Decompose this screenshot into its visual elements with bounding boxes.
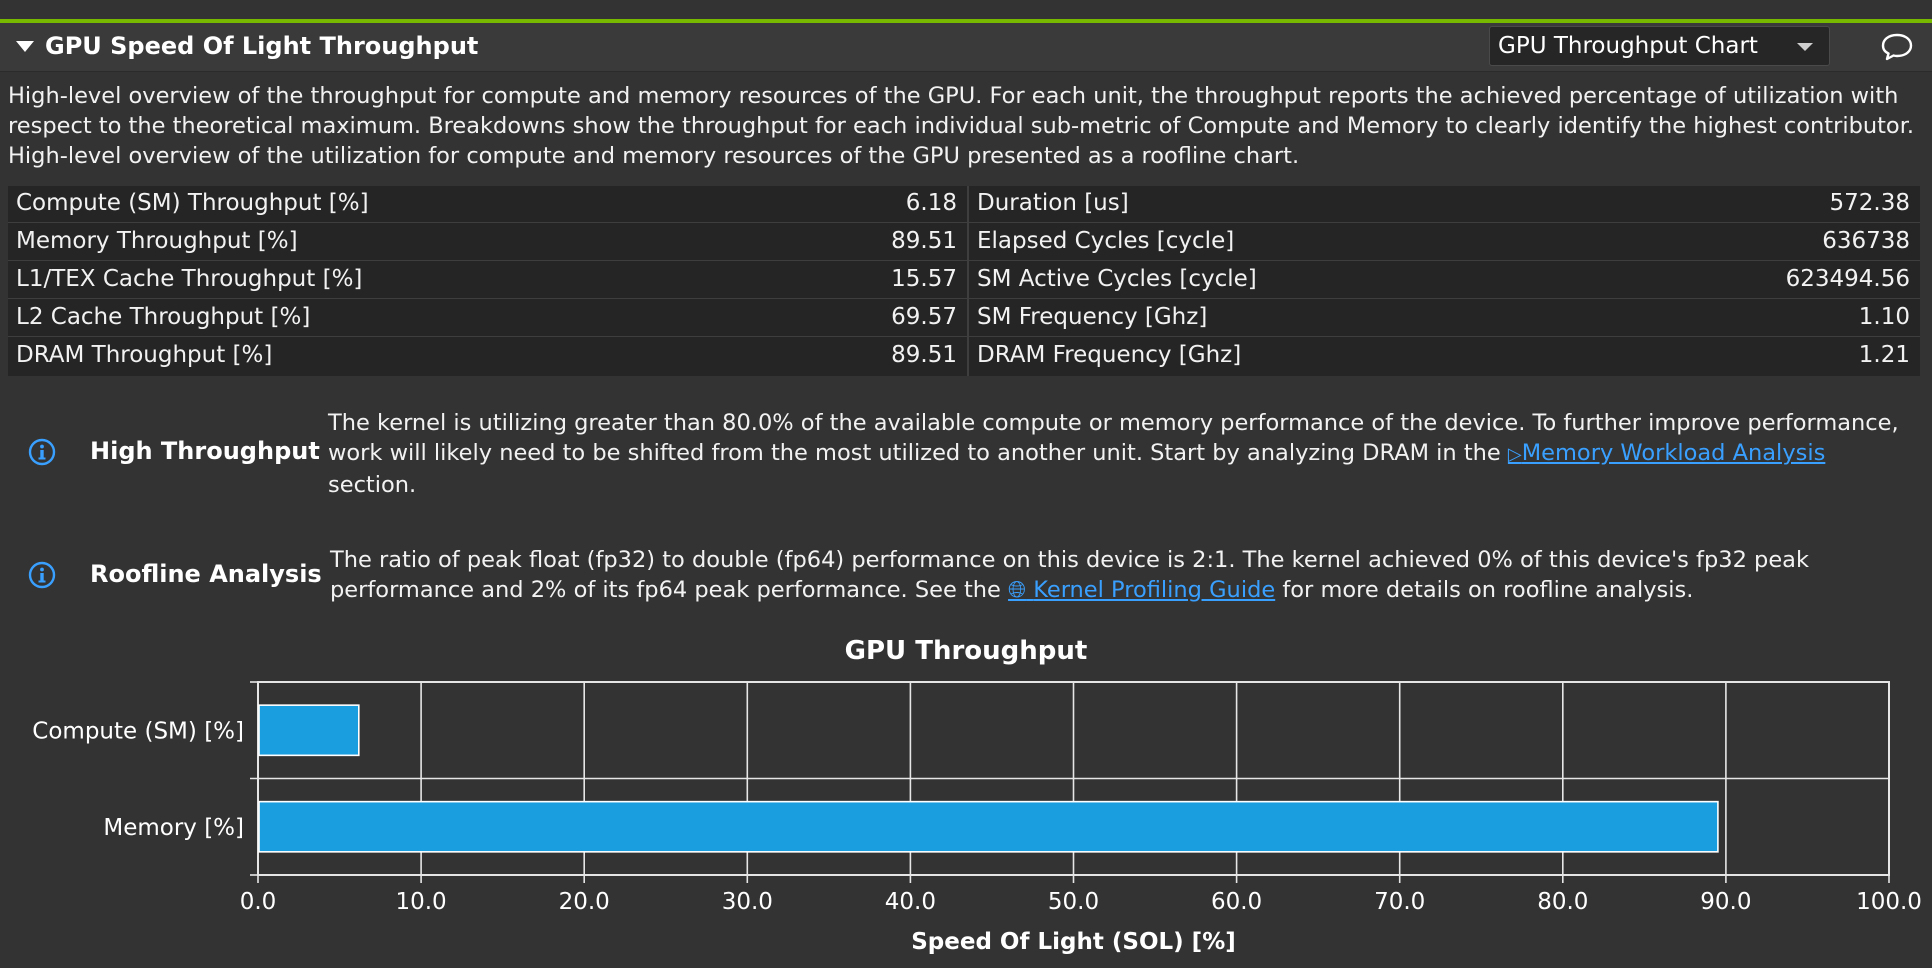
- info-icon: [28, 438, 56, 466]
- rule-body-high-throughput: The kernel is utilizing greater than 80.…: [328, 408, 1912, 500]
- info-icon: [28, 561, 56, 589]
- metric-row: Elapsed Cycles [cycle] 636738: [969, 224, 1920, 261]
- metrics-table: Compute (SM) Throughput [%] 6.18 Memory …: [8, 186, 1920, 376]
- rule-title-roofline-analysis: Roofline Analysis: [90, 560, 322, 588]
- metric-value: 1.21: [1858, 342, 1910, 368]
- metric-row: Duration [us] 572.38: [969, 186, 1920, 223]
- x-tick-label: 70.0: [1374, 889, 1425, 915]
- globe-icon: 🌐︎: [1008, 577, 1027, 603]
- x-tick-label: 50.0: [1048, 889, 1099, 915]
- section-description: High-level overview of the throughput fo…: [8, 83, 1915, 169]
- bar: [258, 800, 1719, 853]
- metric-row: SM Active Cycles [cycle] 623494.56: [969, 262, 1920, 299]
- collapse-triangle-icon[interactable]: [16, 41, 34, 52]
- metric-value: 623494.56: [1785, 266, 1910, 292]
- rule-title-high-throughput: High Throughput: [90, 437, 320, 465]
- metric-row: DRAM Frequency [Ghz] 1.21: [969, 338, 1920, 375]
- metric-value: 89.51: [891, 342, 957, 368]
- x-tick-label: 40.0: [885, 889, 936, 915]
- column-divider: [967, 186, 969, 376]
- metric-row: Compute (SM) Throughput [%] 6.18: [8, 186, 967, 223]
- metric-row: L1/TEX Cache Throughput [%] 15.57: [8, 262, 967, 299]
- x-tick-label: 60.0: [1211, 889, 1262, 915]
- x-tick-label: 30.0: [722, 889, 773, 915]
- metric-value: 636738: [1822, 228, 1910, 254]
- y-category-label: Memory [%]: [103, 815, 244, 841]
- x-tick-label: 10.0: [395, 889, 446, 915]
- x-tick-label: 80.0: [1537, 889, 1588, 915]
- metric-row: SM Frequency [Ghz] 1.10: [969, 300, 1920, 337]
- metric-value: 6.18: [905, 190, 957, 216]
- metric-label: Memory Throughput [%]: [16, 228, 298, 254]
- metric-label: DRAM Throughput [%]: [16, 342, 273, 368]
- rule-text: The kernel is utilizing greater than 80.…: [328, 410, 1899, 466]
- rule-body-roofline-analysis: The ratio of peak float (fp32) to double…: [330, 545, 1914, 605]
- link-text: Memory Workload Analysis: [1521, 440, 1826, 466]
- metric-label: SM Frequency [Ghz]: [977, 304, 1208, 330]
- metric-label: SM Active Cycles [cycle]: [977, 266, 1257, 292]
- x-axis-label: Speed Of Light (SOL) [%]: [911, 929, 1236, 955]
- top-strip: [0, 0, 1932, 20]
- metric-label: DRAM Frequency [Ghz]: [977, 342, 1242, 368]
- link-text: Kernel Profiling Guide: [1033, 577, 1276, 603]
- x-tick-label: 100.0: [1856, 889, 1922, 915]
- kernel-profiling-guide-link[interactable]: 🌐︎ Kernel Profiling Guide: [1008, 577, 1275, 603]
- rule-text: section.: [328, 472, 417, 498]
- metric-label: Elapsed Cycles [cycle]: [977, 228, 1235, 254]
- metric-value: 1.10: [1858, 304, 1910, 330]
- metric-value: 69.57: [891, 304, 957, 330]
- section-title: GPU Speed Of Light Throughput: [45, 32, 479, 60]
- chart-title: GPU Throughput: [844, 636, 1088, 666]
- y-category-label: Compute (SM) [%]: [32, 718, 244, 744]
- metric-value: 89.51: [891, 228, 957, 254]
- metric-row: DRAM Throughput [%] 89.51: [8, 338, 967, 375]
- chart-select-dropdown[interactable]: GPU Throughput Chart: [1489, 26, 1830, 66]
- dropdown-selected-value: GPU Throughput Chart: [1498, 33, 1758, 59]
- x-tick-label: 20.0: [559, 889, 610, 915]
- comment-icon[interactable]: [1880, 31, 1914, 63]
- memory-workload-analysis-link[interactable]: ▷Memory Workload Analysis: [1508, 440, 1825, 466]
- chevron-right-icon: ▷: [1507, 444, 1522, 465]
- chevron-down-icon: [1797, 43, 1813, 51]
- x-tick-label: 0.0: [240, 889, 277, 915]
- metric-label: L1/TEX Cache Throughput [%]: [16, 266, 363, 292]
- section-header[interactable]: GPU Speed Of Light Throughput GPU Throug…: [0, 23, 1932, 72]
- metric-label: Compute (SM) Throughput [%]: [16, 190, 369, 216]
- metric-label: L2 Cache Throughput [%]: [16, 304, 311, 330]
- metric-label: Duration [us]: [977, 190, 1129, 216]
- rule-text: The ratio of peak float (fp32) to double…: [330, 547, 1809, 603]
- rule-text: for more details on roofline analysis.: [1275, 577, 1694, 603]
- bar: [258, 704, 360, 757]
- metric-row: L2 Cache Throughput [%] 69.57: [8, 300, 967, 337]
- x-tick-label: 90.0: [1700, 889, 1751, 915]
- section-accent-bar: [0, 19, 1932, 23]
- metric-value: 572.38: [1829, 190, 1910, 216]
- metric-value: 15.57: [891, 266, 957, 292]
- metric-row: Memory Throughput [%] 89.51: [8, 224, 967, 261]
